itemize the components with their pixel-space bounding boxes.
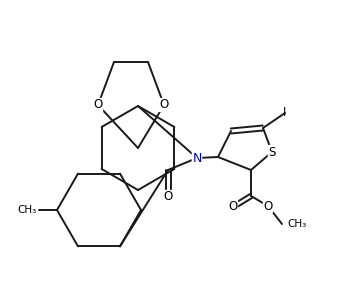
Text: N: N — [192, 151, 202, 164]
Text: O: O — [263, 200, 273, 212]
Text: O: O — [163, 191, 173, 203]
Text: S: S — [268, 146, 276, 158]
Text: I: I — [283, 106, 287, 119]
Text: O: O — [93, 99, 103, 112]
Text: O: O — [159, 99, 168, 112]
Text: O: O — [228, 201, 238, 214]
Text: CH₃: CH₃ — [287, 219, 306, 229]
Text: CH₃: CH₃ — [18, 205, 37, 215]
